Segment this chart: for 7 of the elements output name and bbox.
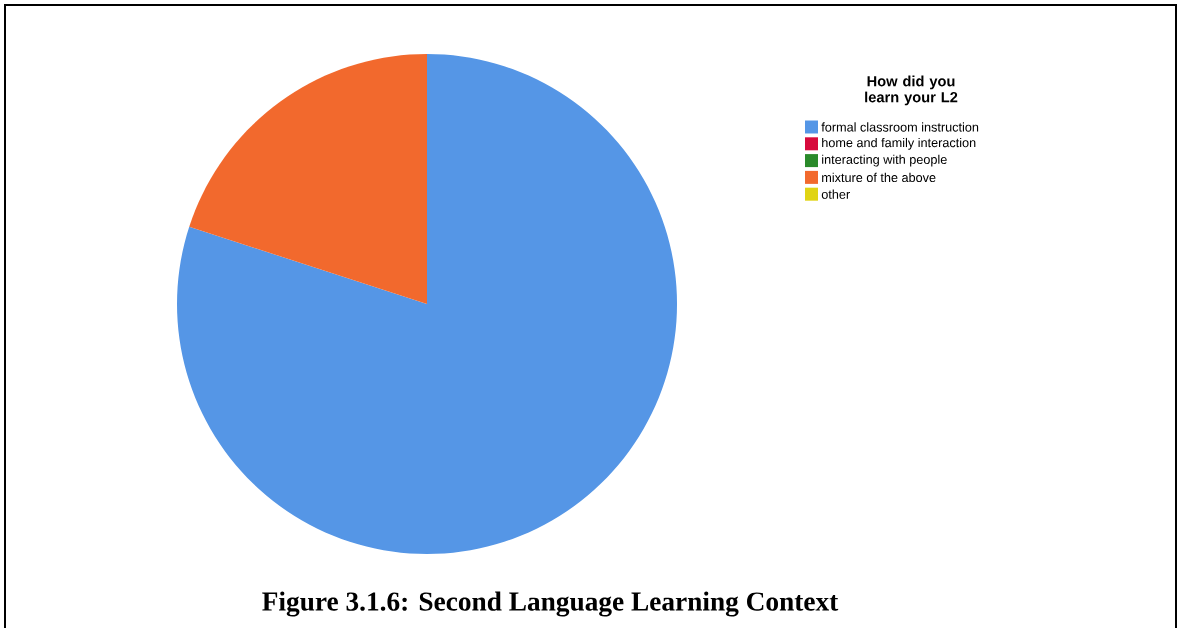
legend-label: other xyxy=(821,189,850,199)
legend-title: How did you learn your L2 xyxy=(865,75,958,106)
caption: Figure 3.1.6: Second Language Learning Context xyxy=(262,591,839,617)
legend-label: home and family interaction xyxy=(822,137,976,150)
legend-label: mixture of the above xyxy=(822,172,936,183)
legend-label: interacting with people xyxy=(822,154,947,167)
legend-label: formal classroom instruction xyxy=(821,122,979,132)
